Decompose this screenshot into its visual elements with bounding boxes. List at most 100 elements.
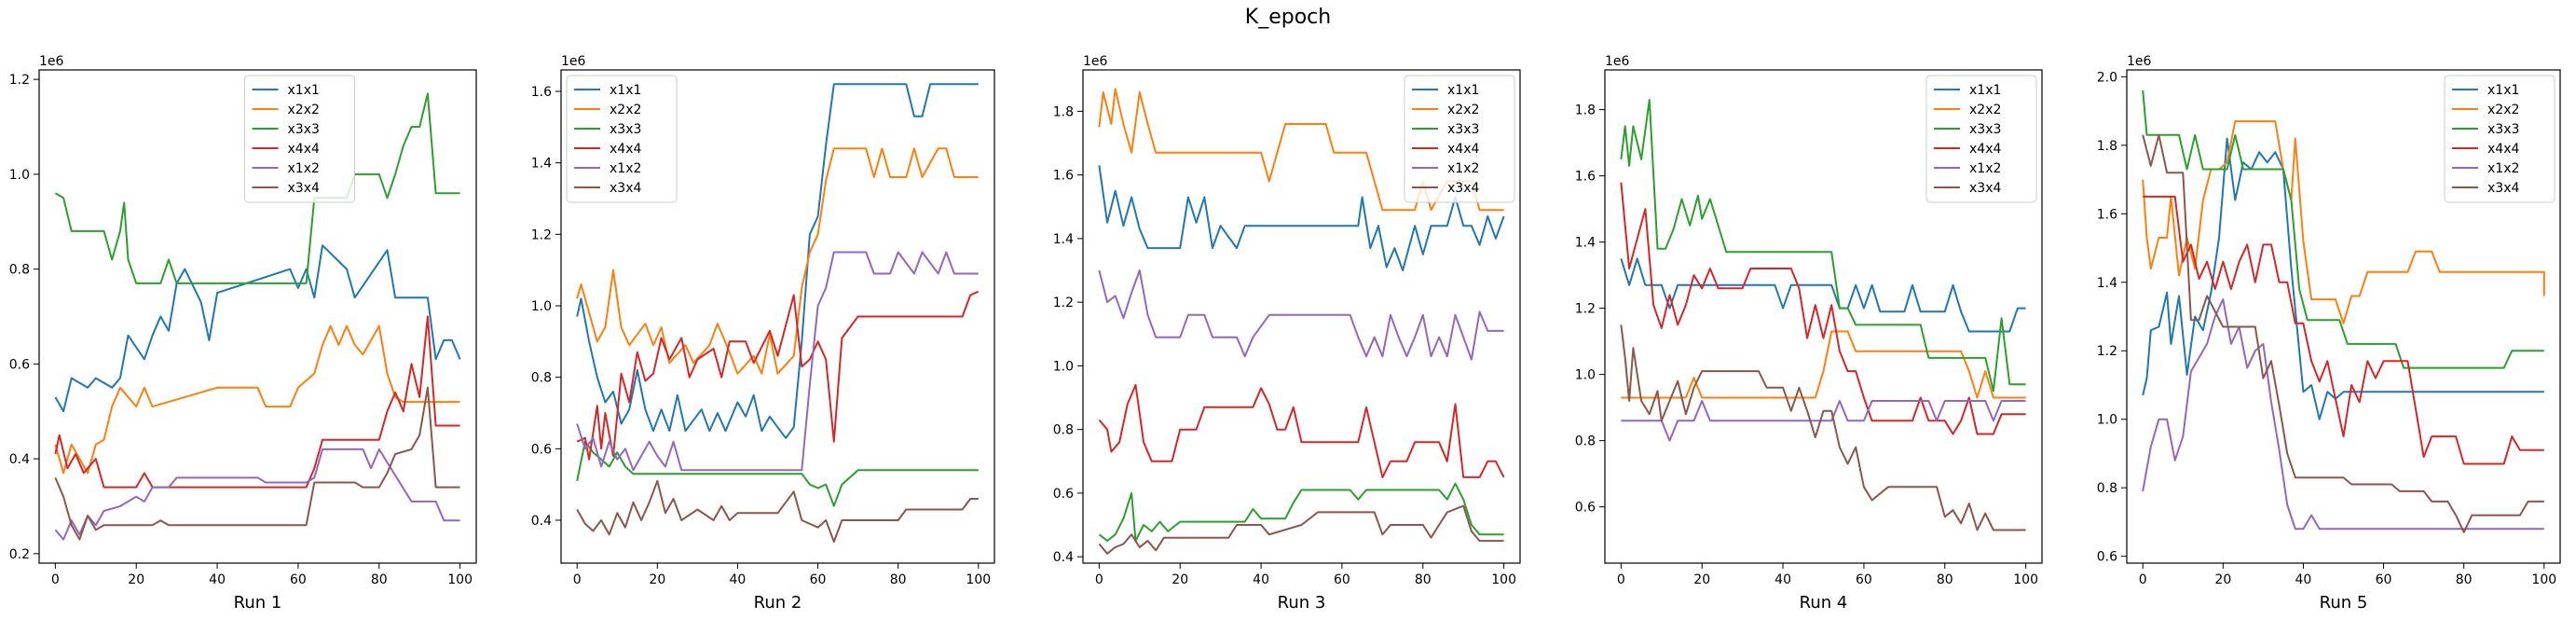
legend-entry-x1x2: x1x2 [288,161,320,176]
panel-run-4: 0 20 40 60 80 100 0.6 0.8 1.0 1.2 1.4 1.6 1.8 1e6 Run … [1575,54,2043,613]
y-tick-label: 1.2 [1575,302,1596,317]
y-tick-label: 2.0 [2097,70,2117,85]
series-line-x2x2 [576,147,979,375]
y-tick-label: 0.6 [531,442,552,457]
legend: x1x1 x2x2 x3x3 x4x4 x1x2 x3x4 [1925,75,2037,203]
y-tick-label: 0.4 [1053,550,1074,565]
legend-entry-x3x3: x3x3 [288,122,320,137]
legend-entry-x2x2: x2x2 [288,103,320,117]
y-tick-label: 0.8 [2097,481,2117,496]
subplot-label: Run 5 [2320,593,2368,613]
legend-entry-x2x2: x2x2 [1447,103,1479,117]
y-tick-label: 1.2 [2097,344,2117,359]
legend-entry-x1x1: x1x1 [2487,83,2519,98]
legend-entry-x3x3: x3x3 [2487,122,2519,137]
x-tick-label: 80 [2456,572,2473,587]
legend-frame [566,75,678,203]
figure-title: K_epoch [1244,6,1332,29]
series-line-x3x3 [54,92,460,284]
x-tick-label: 0 [51,572,60,587]
axes-frame [1082,69,1521,564]
y-tick-label: 1.8 [1575,103,1596,118]
x-tick-label: 80 [890,572,907,587]
series-line-x3x4 [1620,324,2026,531]
x-tick-label: 20 [2214,572,2231,587]
legend: x1x1 x2x2 x3x3 x4x4 x1x2 x3x4 [2444,75,2555,203]
x-tick-label: 60 [810,572,827,587]
series-line-x3x3 [1098,482,1504,543]
legend-entry-x4x4: x4x4 [1447,142,1479,157]
x-tick-label: 20 [1172,572,1188,587]
y-tick-label: 1.4 [531,157,552,172]
y-tick-label: 1.0 [1053,359,1074,374]
series-line-x3x4 [1098,504,1504,555]
legend-frame [1404,75,1515,203]
series-line-x4x4 [2143,195,2544,465]
axis-offset-label: 1e6 [1083,54,1108,69]
legend: x1x1 x2x2 x3x3 x4x4 x1x2 x3x4 [244,75,355,203]
panel-run-2: 0 20 40 60 80 100 0.4 0.6 0.8 1.0 1.2 1.4 1.6 1e6 Run … [531,54,995,613]
series-line-x3x3 [2142,90,2544,369]
series-line-x3x4 [576,479,979,543]
y-tick-label: 0.6 [1053,487,1074,502]
legend-entry-x1x1: x1x1 [288,83,320,98]
y-tick-label: 0.8 [1053,423,1074,438]
y-tick-label: 0.8 [531,371,552,386]
legend-entry-x3x4: x3x4 [288,181,320,196]
y-tick-label: 1.0 [1575,368,1596,383]
subplot-label: Run 1 [234,593,282,613]
y-tick-label: 1.2 [531,227,552,242]
series-line-x4x4 [576,290,980,461]
x-tick-label: 100 [2013,572,2038,587]
x-tick-label: 60 [1856,572,1872,587]
x-tick-label: 100 [2531,572,2556,587]
legend: x1x1 x2x2 x3x3 x4x4 x1x2 x3x4 [566,75,678,203]
y-tick-label: 1.8 [1053,104,1074,119]
series-line-x3x4 [2142,133,2544,533]
y-tick-label: 0.4 [9,452,30,467]
series-line-x1x2 [2142,298,2544,530]
legend-entry-x1x2: x1x2 [1447,161,1479,176]
x-tick-label: 40 [2295,572,2312,587]
x-tick-label: 100 [966,572,991,587]
series-line-x4x4 [1098,383,1505,478]
legend-entry-x3x4: x3x4 [1447,181,1479,196]
series-line-x1x1 [1098,165,1505,271]
axes-frame [38,69,477,564]
legend-entry-x4x4: x4x4 [288,142,320,157]
x-tick-label: 40 [1253,572,1269,587]
legend-entry-x1x1: x1x1 [610,83,641,98]
legend-frame [2444,75,2555,203]
legend-entry-x3x4: x3x4 [610,181,641,196]
y-tick-label: 0.2 [9,547,30,562]
x-tick-label: 0 [573,572,582,587]
legend-entry-x4x4: x4x4 [610,142,641,157]
x-tick-label: 100 [447,572,473,587]
series-line-x3x3 [1620,99,2026,393]
y-tick-label: 0.6 [1575,501,1596,516]
legend-entry-x2x2: x2x2 [610,103,641,117]
legend-entry-x1x2: x1x2 [610,161,641,176]
series-line-x3x4 [54,386,460,541]
axes-frame [1604,69,2043,564]
x-tick-label: 0 [1617,572,1625,587]
x-tick-label: 40 [730,572,747,587]
series-line-x2x2 [1621,330,2026,399]
panel-run-1: 0 20 40 60 80 100 0.2 0.4 0.6 0.8 1.0 1.2 1e6 Run 1 x1… [9,54,477,613]
legend-entry-x4x4: x4x4 [1969,142,2001,157]
x-tick-label: 20 [128,572,144,587]
series-line-x1x1 [2142,137,2544,420]
series-line-x1x2 [576,251,979,472]
y-tick-label: 1.4 [1053,232,1074,247]
y-tick-label: 1.6 [1575,170,1596,185]
y-tick-label: 0.6 [2097,550,2117,565]
legend-entry-x1x2: x1x2 [2487,161,2519,176]
series-line-x3x3 [576,440,979,507]
legend-entry-x1x2: x1x2 [1969,161,2001,176]
legend-entry-x3x3: x3x3 [1969,122,2001,137]
series-line-x1x2 [1621,400,2026,442]
x-tick-label: 40 [1774,572,1791,587]
axes-frame [560,69,995,564]
y-tick-label: 1.2 [9,73,30,88]
legend-entry-x3x4: x3x4 [1969,181,2001,196]
